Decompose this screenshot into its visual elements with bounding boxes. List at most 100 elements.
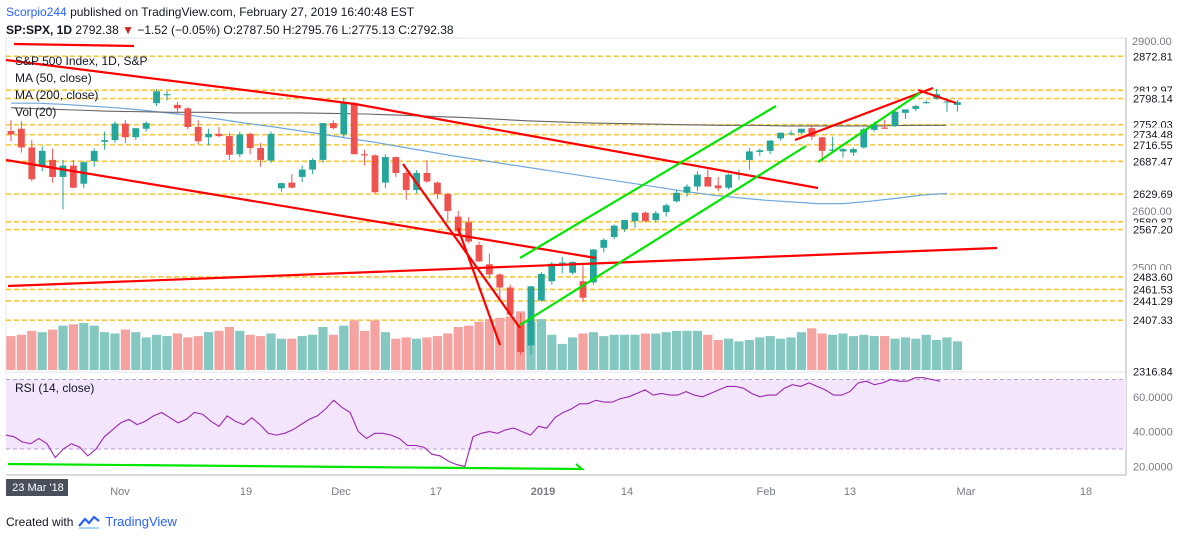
candle-body — [683, 186, 691, 193]
candle-body — [246, 133, 254, 149]
candle-body — [891, 111, 899, 126]
price-axis[interactable]: 2900.002600.002500.002872.812812.972798.… — [1127, 36, 1183, 473]
volume-bar — [599, 336, 609, 370]
trend-green-channel-lower[interactable] — [519, 145, 807, 326]
candle-body — [226, 136, 233, 155]
volume-bar — [921, 334, 931, 370]
volume-bar — [401, 337, 411, 370]
price-label-bg — [1127, 49, 1183, 64]
price-label-bg — [1127, 137, 1183, 152]
time-axis[interactable]: 23 Mar '18 Nov 19 Dec 17 2019 14 Feb 13 Mar 18 — [6, 479, 1092, 498]
price-level-label: 2441.29 — [1133, 296, 1173, 308]
trend-red-steep-2[interactable] — [456, 227, 502, 346]
candle-body — [205, 133, 212, 138]
time-tick-label: 17 — [430, 486, 442, 498]
candle-body — [7, 130, 15, 135]
trend-red-resistance[interactable] — [354, 102, 819, 190]
volume-bar — [287, 338, 297, 370]
volume-bar — [880, 336, 890, 370]
tradingview-brand-link[interactable]: TradingView — [105, 514, 177, 529]
candle-body — [558, 262, 566, 264]
candle-body — [350, 103, 358, 155]
trend-red-downtrend-lower[interactable] — [5, 158, 597, 260]
candle-body — [954, 102, 961, 105]
candle-body — [714, 185, 722, 189]
volume-bar — [536, 319, 546, 370]
candle-body — [808, 128, 816, 137]
volume-bar — [297, 336, 307, 370]
candle-body — [392, 157, 400, 173]
candle-body — [590, 249, 597, 283]
volume-bar — [79, 323, 89, 370]
candle-body — [371, 155, 379, 193]
candle-body — [642, 212, 649, 222]
rsi-trend-green-lower[interactable] — [7, 462, 583, 471]
volume-bar — [6, 336, 16, 370]
candle-body — [704, 176, 712, 187]
time-tick-label: 23 Mar '18 — [12, 482, 64, 494]
volume-bar — [713, 340, 723, 370]
volume-bar — [848, 336, 858, 370]
volume-bar — [349, 320, 359, 370]
time-tick-label: Mar — [957, 486, 976, 498]
volume-bar — [661, 332, 671, 370]
candle-body — [142, 123, 150, 129]
candle-body — [111, 123, 119, 141]
candle-body — [527, 286, 535, 346]
volume-bar — [89, 325, 99, 370]
volume-bar — [828, 334, 838, 370]
volume-bar — [474, 321, 484, 370]
volume-bar — [505, 316, 515, 370]
candle-body — [153, 91, 160, 104]
volume-bar — [204, 332, 214, 370]
candle-body — [746, 151, 753, 160]
volume-bar — [755, 337, 765, 370]
volume-bar — [224, 326, 234, 370]
trend-red-horizontal[interactable] — [7, 246, 998, 288]
candle-body — [267, 133, 275, 161]
volume-bar — [318, 326, 328, 370]
price-label-bg — [1127, 313, 1183, 328]
moving-averages — [10, 102, 948, 205]
trend-red-top-left[interactable] — [13, 42, 135, 48]
volume-bar — [276, 338, 286, 370]
volume-bar — [68, 324, 78, 370]
rsi-tick-label: 40.0000 — [1133, 427, 1173, 439]
candle-body — [382, 157, 389, 183]
candle-body — [236, 134, 244, 155]
price-chart[interactable]: 2900.002600.002500.002872.812812.972798.… — [0, 0, 1188, 505]
price-label-bg — [1127, 91, 1183, 106]
ohlc-values: O:2787.50 H:2795.76 L:2775.13 C:2792.38 — [223, 23, 454, 37]
candle-body — [101, 140, 108, 142]
candle-body — [912, 106, 920, 109]
trend-red-rising-wedge[interactable] — [794, 86, 934, 142]
candle-body — [517, 324, 524, 353]
volume-bar — [547, 334, 557, 370]
price-level-label: 2483.60 — [1133, 272, 1173, 284]
volume-bar — [162, 336, 172, 370]
candle-body — [756, 150, 764, 152]
volume-bar — [266, 333, 276, 370]
symbol-name: SP:SPX, 1D — [6, 23, 73, 37]
candle-body — [579, 281, 587, 298]
volume-bar — [640, 333, 650, 370]
trend-red-downtrend-upper[interactable] — [5, 58, 356, 106]
trend-red-steep-1[interactable] — [402, 163, 521, 329]
trend-red-short[interactable] — [917, 88, 957, 105]
volume-bar — [744, 340, 754, 370]
volume-bar — [703, 334, 713, 370]
symbol-line: SP:SPX, 1D 2792.38 ▼ −1.52 (−0.05%) O:27… — [6, 23, 454, 37]
candle-body — [402, 172, 410, 190]
candle-body — [444, 193, 452, 211]
time-tick-label: Dec — [331, 486, 351, 498]
author-link[interactable]: Scorpio244 — [6, 5, 67, 19]
price-label-bg — [1127, 364, 1183, 379]
candle-body — [486, 264, 493, 275]
published-text: published on TradingView.com, February 2… — [70, 5, 415, 19]
trend-green-channel-upper[interactable] — [519, 105, 777, 259]
trend-green-short[interactable] — [817, 92, 921, 163]
volume-bar — [568, 337, 578, 370]
volume-bar — [859, 334, 869, 370]
volume-bar — [193, 336, 203, 370]
candle-body — [454, 216, 462, 232]
